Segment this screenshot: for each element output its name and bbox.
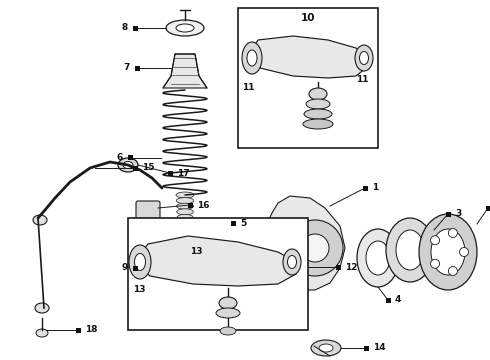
Ellipse shape [242,42,262,74]
Ellipse shape [33,215,47,225]
Ellipse shape [216,308,240,318]
Bar [238,8,378,148]
Text: 9: 9 [122,264,128,273]
Ellipse shape [176,203,194,209]
Ellipse shape [357,229,399,287]
Bar [363,185,368,190]
Text: 5: 5 [240,219,246,228]
Polygon shape [265,196,345,290]
Ellipse shape [311,340,341,356]
Text: 12: 12 [345,262,358,271]
Ellipse shape [247,50,257,66]
Text: 4: 4 [395,296,401,305]
Ellipse shape [129,245,151,279]
Bar [230,220,236,225]
Ellipse shape [177,215,193,220]
Text: 7: 7 [123,63,130,72]
Circle shape [287,220,343,276]
Text: 11: 11 [356,76,368,85]
Text: 8: 8 [122,23,128,32]
Bar [176,223,194,240]
Ellipse shape [177,209,193,215]
Text: 17: 17 [177,168,190,177]
Ellipse shape [134,253,146,270]
Bar [127,155,132,160]
Polygon shape [163,54,207,88]
Ellipse shape [176,192,194,198]
Bar [134,66,140,71]
Text: 16: 16 [197,201,210,210]
Bar [188,202,193,207]
Bar [445,211,450,216]
FancyBboxPatch shape [136,201,160,219]
Ellipse shape [118,158,138,172]
Bar [128,218,308,330]
Ellipse shape [177,220,193,226]
Ellipse shape [288,256,296,269]
Ellipse shape [386,218,434,282]
Ellipse shape [166,20,204,36]
Bar [75,328,80,333]
Circle shape [301,234,329,262]
Bar [132,266,138,270]
Ellipse shape [283,249,301,275]
Ellipse shape [303,119,333,129]
Bar [132,166,138,171]
Text: 1: 1 [372,184,378,193]
Text: 15: 15 [142,163,154,172]
Circle shape [460,248,468,256]
Bar [364,346,368,351]
Ellipse shape [431,229,465,275]
Circle shape [431,259,440,268]
Ellipse shape [319,344,333,352]
Ellipse shape [360,51,368,64]
Ellipse shape [176,24,194,32]
Text: 10: 10 [301,13,315,23]
Ellipse shape [396,230,424,270]
Ellipse shape [366,241,390,275]
Ellipse shape [304,109,332,119]
Circle shape [431,236,440,245]
Ellipse shape [219,297,237,309]
Ellipse shape [35,303,49,313]
Ellipse shape [355,45,373,71]
Bar [336,265,341,270]
Text: 13: 13 [190,248,202,256]
Bar [168,171,172,175]
Ellipse shape [306,99,330,109]
Polygon shape [246,36,368,78]
Ellipse shape [123,162,133,168]
Ellipse shape [220,327,236,335]
Circle shape [448,266,458,275]
Ellipse shape [169,258,201,278]
Text: 3: 3 [455,210,461,219]
Text: 6: 6 [117,153,123,162]
Bar [132,26,138,31]
Ellipse shape [177,263,193,273]
Bar [486,206,490,211]
Text: 14: 14 [373,343,386,352]
Text: 13: 13 [133,285,146,294]
Bar [386,297,391,302]
Bar [181,236,189,258]
Text: 11: 11 [242,84,254,93]
Text: 18: 18 [85,325,98,334]
Polygon shape [134,236,296,286]
Circle shape [448,229,458,238]
Ellipse shape [36,329,48,337]
Ellipse shape [309,88,327,100]
Ellipse shape [176,198,194,204]
Ellipse shape [419,214,477,290]
